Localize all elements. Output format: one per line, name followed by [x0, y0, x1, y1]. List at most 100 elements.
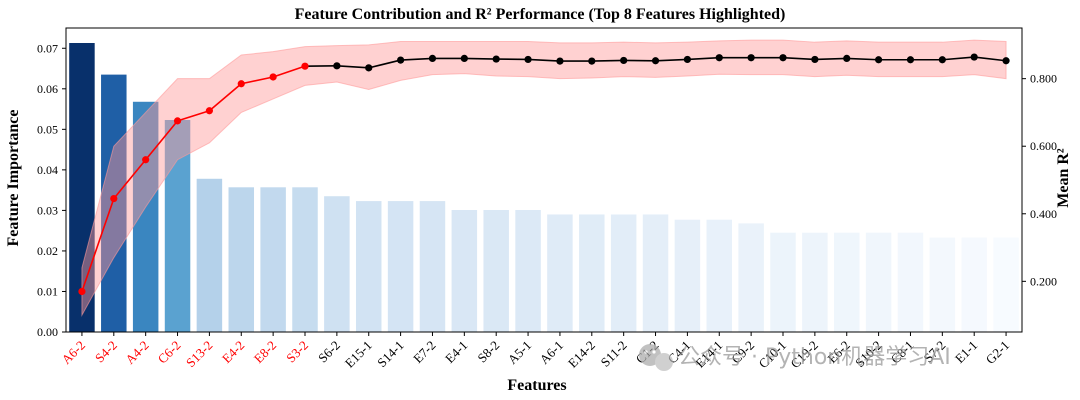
- y2-axis-title: Mean R²: [1055, 148, 1072, 208]
- r2-line-segment: [814, 57, 847, 61]
- r2-line-segment: [368, 59, 401, 69]
- r2-line-segment: [272, 65, 306, 78]
- bar-S10-2: [865, 232, 892, 332]
- r2-line-segment: [177, 109, 210, 122]
- r2-point-C4-1: [683, 55, 692, 64]
- r2-point-E4-2: [237, 80, 245, 88]
- bar-C1-2: [642, 214, 669, 332]
- x-tick-label-S3-2: S3-2: [283, 338, 311, 366]
- r2-line-segment: [846, 57, 879, 61]
- x-tick-label-S6-2: S6-2: [315, 338, 343, 366]
- bar-E7-2: [419, 201, 446, 332]
- r2-line-segment: [655, 58, 688, 62]
- y-tick-label: 0.02: [37, 244, 58, 258]
- bar-S6-2: [324, 196, 350, 332]
- r2-point-E1-1: [970, 53, 978, 61]
- bar-A5-1: [515, 209, 541, 332]
- left-axis-ticks: 0.00 0.01 0.02 0.03 0.04 0.05 0.06 0.07: [37, 41, 66, 339]
- bar-S13-2: [196, 178, 223, 332]
- bar-S4-2: [101, 74, 127, 332]
- r2-point-C1-2: [651, 57, 660, 65]
- y-tick-label: 0.07: [37, 41, 58, 55]
- bar-A6-1: [547, 214, 573, 332]
- r2-point-G2-1: [1002, 57, 1010, 65]
- r2-band-layer: [81, 39, 1007, 318]
- r2-confidence-band: [81, 39, 1007, 318]
- wechat-icon: [639, 344, 673, 371]
- bar-C4-1: [674, 219, 701, 332]
- bar-E4-1: [451, 209, 478, 332]
- x-tick-label-S4-2: S4-2: [92, 338, 120, 366]
- r2-point-A4-2: [142, 156, 150, 164]
- bar-E6-2: [833, 232, 860, 332]
- bar-E14-2: [579, 214, 605, 332]
- bar-S8-2: [483, 209, 509, 332]
- bar-E1-1: [961, 237, 987, 332]
- r2-line-segment: [145, 120, 179, 161]
- bar-E4-2: [228, 187, 255, 332]
- r2-line-segment: [974, 56, 1007, 62]
- r2-line-segment: [400, 57, 433, 61]
- bar-C9-2: [738, 223, 764, 332]
- r2-point-S11-2: [620, 56, 628, 65]
- x-tick-label-G2-1: G2-1: [983, 338, 1012, 367]
- bar-C19-2: [802, 232, 828, 332]
- x-tick-label-S11-2: S11-2: [598, 338, 630, 370]
- r2-point-S4-2: [110, 194, 118, 203]
- r2-point-E15-1: [365, 64, 373, 72]
- r2-point-C19-2: [811, 55, 819, 64]
- r2-point-A5-1: [524, 55, 532, 64]
- r2-point-A6-1: [556, 57, 564, 65]
- r2-line-segment: [782, 56, 815, 61]
- y-tick-label: 0.01: [37, 284, 58, 298]
- y-tick-label: 0.03: [37, 203, 58, 217]
- x-tick-label-A6-2: A6-2: [59, 338, 88, 367]
- x-tick-label-E8-2: E8-2: [251, 338, 279, 366]
- bar-S11-2: [610, 214, 637, 332]
- r2-line-segment: [687, 56, 720, 61]
- y2-tick-label: 0.400: [1030, 207, 1057, 221]
- r2-point-E4-1: [460, 54, 468, 63]
- right-axis-ticks: 0.200 0.400 0.600 0.800: [1022, 72, 1057, 288]
- bar-S14-1: [387, 201, 414, 332]
- r2-line-segment: [208, 83, 242, 112]
- r2-point-S10-2: [875, 56, 883, 64]
- r2-point-E14-1: [715, 54, 723, 62]
- x-tick-label-S13-2: S13-2: [183, 338, 216, 371]
- watermark-text: 公众号 · Python机器学习AI: [678, 345, 951, 370]
- x-tick-label-E15-1: E15-1: [342, 338, 375, 371]
- r2-point-E6-2: [843, 54, 851, 63]
- bar-C10-1: [770, 232, 796, 332]
- r2-point-S8-2: [492, 55, 500, 63]
- bar-S3-2: [292, 187, 318, 332]
- r2-point-S14-1: [397, 56, 405, 64]
- y-tick-label: 0.04: [37, 163, 58, 177]
- r2-line-segment: [81, 198, 115, 292]
- y-tick-label: 0.05: [37, 122, 58, 136]
- r2-point-E7-2: [428, 54, 437, 63]
- bar-S7-2: [929, 237, 956, 332]
- r2-line-segment: [336, 65, 369, 69]
- bar-A4-2: [132, 101, 159, 333]
- bar-G2-1: [993, 237, 1019, 332]
- chart-title: Feature Contribution and R² Performance …: [295, 6, 786, 23]
- y-tick-label: 0.00: [37, 325, 58, 339]
- y-axis-title: Feature Importance: [5, 110, 22, 247]
- r2-line-segment: [464, 57, 497, 60]
- plot-border: [65, 27, 1023, 333]
- x-tick-label-E14-2: E14-2: [565, 338, 598, 371]
- r2-line-layer: [78, 53, 1010, 296]
- plot-frame: [65, 27, 1023, 333]
- r2-point-E8-2: [269, 73, 277, 81]
- watermark: 公众号 · Python机器学习AI: [639, 344, 951, 371]
- r2-point-S7-2: [938, 56, 946, 64]
- x-tick-label-E7-2: E7-2: [410, 338, 438, 366]
- r2-line-segment: [591, 59, 624, 62]
- x-tick-label-E1-1: E1-1: [952, 338, 980, 366]
- bar-C8-1: [897, 232, 924, 332]
- y2-tick-label: 0.800: [1030, 72, 1057, 86]
- x-tick-label-S14-1: S14-1: [374, 338, 407, 371]
- bar-E14-1: [706, 219, 733, 332]
